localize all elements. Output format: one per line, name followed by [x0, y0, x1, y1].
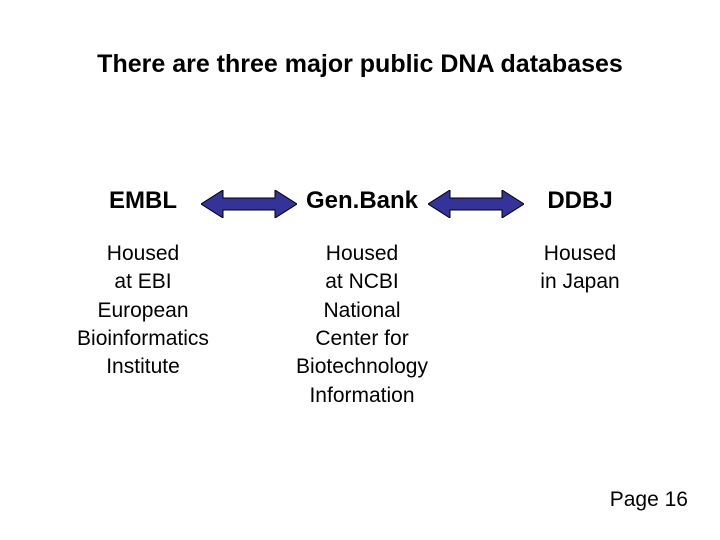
desc-line: Institute	[33, 353, 253, 381]
desc-line: at EBI	[33, 268, 253, 296]
slide-title: There are three major public DNA databas…	[0, 50, 720, 79]
double-arrow-embl-genbank	[201, 190, 297, 218]
desc-line: Housed	[33, 240, 253, 268]
desc-line: Housed	[470, 240, 690, 268]
double-arrow-icon	[201, 190, 297, 218]
slide: There are three major public DNA databas…	[0, 0, 720, 540]
page-number: Page 16	[610, 488, 688, 512]
desc-line: Bioinformatics	[33, 325, 253, 353]
desc-line: Housed	[252, 240, 472, 268]
desc-line: Center for	[252, 325, 472, 353]
desc-line: Biotechnology	[252, 353, 472, 381]
db-desc-genbank: Housedat NCBINationalCenter forBiotechno…	[252, 240, 472, 410]
desc-line: Information	[252, 382, 472, 410]
db-desc-embl: Housedat EBIEuropeanBioinformaticsInstit…	[33, 240, 253, 382]
double-arrow-icon	[428, 190, 524, 218]
desc-line: National	[252, 297, 472, 325]
double-arrow-genbank-ddbj	[428, 190, 524, 218]
desc-line: at NCBI	[252, 268, 472, 296]
desc-line: European	[33, 297, 253, 325]
desc-line: in Japan	[470, 268, 690, 296]
db-desc-ddbj: Housedin Japan	[470, 240, 690, 297]
